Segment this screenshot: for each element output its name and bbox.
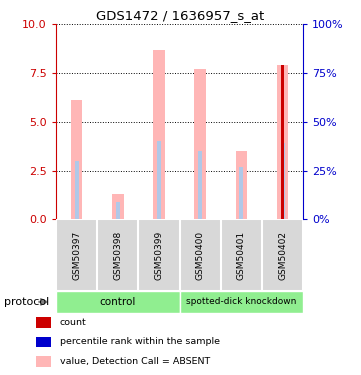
Bar	[112, 194, 123, 219]
Text: GSM50399: GSM50399	[155, 230, 164, 280]
Bar	[116, 202, 120, 219]
Text: GSM50398: GSM50398	[113, 230, 122, 280]
Text: protocol: protocol	[4, 297, 49, 307]
Bar	[198, 151, 202, 219]
Bar	[71, 100, 82, 219]
Bar	[153, 50, 165, 219]
Bar	[74, 161, 79, 219]
Text: GSM50397: GSM50397	[72, 230, 81, 280]
Bar	[195, 69, 206, 219]
Bar	[236, 151, 247, 219]
Text: GDS1472 / 1636957_s_at: GDS1472 / 1636957_s_at	[96, 9, 265, 22]
Bar	[239, 167, 243, 219]
Text: GSM50401: GSM50401	[237, 230, 246, 280]
Bar	[56, 291, 180, 313]
Bar	[280, 143, 285, 219]
Text: count: count	[60, 318, 86, 327]
Text: GSM50400: GSM50400	[196, 230, 205, 280]
Bar	[281, 65, 284, 219]
Text: control: control	[100, 297, 136, 307]
Bar	[277, 65, 288, 219]
Text: value, Detection Call = ABSENT: value, Detection Call = ABSENT	[60, 357, 210, 366]
Text: spotted-dick knockdown: spotted-dick knockdown	[186, 297, 297, 306]
Bar	[180, 291, 303, 313]
Text: percentile rank within the sample: percentile rank within the sample	[60, 338, 219, 346]
Text: GSM50402: GSM50402	[278, 231, 287, 279]
Bar	[157, 141, 161, 219]
